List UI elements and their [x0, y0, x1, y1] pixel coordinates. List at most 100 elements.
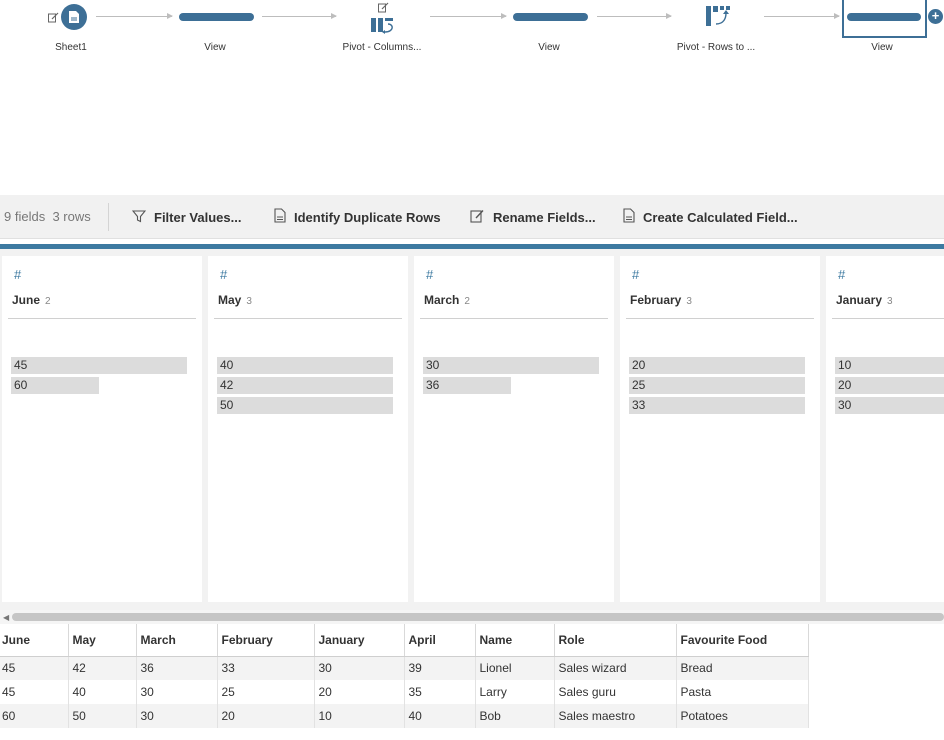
number-type-icon: #: [426, 267, 434, 282]
field-title[interactable]: March 2: [424, 293, 470, 307]
number-type-icon: #: [220, 267, 228, 282]
card-divider: [214, 318, 402, 319]
flow-step-view[interactable]: View: [489, 0, 609, 60]
table-row[interactable]: 60 50 30 20 10 40 Bob Sales maestro Potatoes: [0, 704, 809, 728]
field-title[interactable]: May 3: [218, 293, 252, 307]
table-row[interactable]: 45 42 36 33 30 39 Lionel Sales wizard Bread: [0, 656, 809, 680]
horizontal-scrollbar[interactable]: ◀: [0, 610, 944, 624]
value-bar[interactable]: 30: [423, 357, 599, 374]
grid-body: 45 42 36 33 30 39 Lionel Sales wizard Bread 45 40 3…: [0, 656, 809, 728]
value-bar[interactable]: 33: [629, 397, 805, 414]
value-bar[interactable]: 10: [835, 357, 944, 374]
table-cell[interactable]: Sales guru: [554, 680, 677, 704]
field-card-may[interactable]: # May 3 40 42 50: [208, 256, 408, 602]
table-cell[interactable]: 20: [314, 680, 405, 704]
table-cell[interactable]: Bob: [475, 704, 555, 728]
value-bar[interactable]: 30: [835, 397, 944, 414]
table-cell[interactable]: 50: [68, 704, 137, 728]
column-header[interactable]: February: [217, 624, 315, 657]
table-cell[interactable]: Sales wizard: [554, 656, 677, 680]
flow-step-label: Sheet1: [55, 42, 87, 53]
pivot-rows-icon: [704, 4, 734, 35]
flow-step-pivot-rows[interactable]: Pivot - Rows to ...: [656, 0, 776, 60]
column-header[interactable]: Role: [554, 624, 677, 657]
card-divider: [420, 318, 608, 319]
value-bar[interactable]: 20: [629, 357, 805, 374]
table-cell[interactable]: Sales maestro: [554, 704, 677, 728]
flow-step-label: View: [538, 42, 560, 53]
table-cell[interactable]: 39: [404, 656, 476, 680]
field-card-january[interactable]: # January 3 10 20 30: [826, 256, 944, 602]
table-cell[interactable]: Bread: [676, 656, 809, 680]
field-name: January: [836, 293, 883, 307]
column-header[interactable]: June: [0, 624, 69, 657]
value-bar[interactable]: 60: [11, 377, 99, 394]
value-bar[interactable]: 20: [835, 377, 944, 394]
table-cell[interactable]: 45: [0, 656, 69, 680]
table-row[interactable]: 45 40 30 25 20 35 Larry Sales guru Pasta: [0, 680, 809, 704]
scroll-left-arrow-icon[interactable]: ◀: [3, 613, 10, 622]
column-header[interactable]: March: [136, 624, 218, 657]
table-cell[interactable]: 35: [404, 680, 476, 704]
field-card-february[interactable]: # February 3 20 25 33: [620, 256, 820, 602]
value-bar[interactable]: 50: [217, 397, 393, 414]
table-cell[interactable]: 30: [136, 680, 218, 704]
flow-step-view-selected[interactable]: View: [822, 0, 942, 60]
table-cell[interactable]: Pasta: [676, 680, 809, 704]
add-step-icon[interactable]: +: [928, 9, 943, 24]
field-title[interactable]: February 3: [630, 293, 692, 307]
create-calculated-field-button[interactable]: Create Calculated Field...: [623, 207, 798, 227]
rename-fields-button[interactable]: Rename Fields...: [470, 207, 596, 227]
table-cell[interactable]: Potatoes: [676, 704, 809, 728]
table-cell[interactable]: 40: [404, 704, 476, 728]
value-bar[interactable]: 45: [11, 357, 187, 374]
table-cell[interactable]: 30: [136, 704, 218, 728]
number-type-icon: #: [14, 267, 22, 282]
identify-duplicate-rows-button[interactable]: Identify Duplicate Rows: [274, 207, 441, 227]
column-header[interactable]: Favourite Food: [676, 624, 809, 657]
value-bars: 45 60: [11, 357, 187, 397]
edit-icon: [470, 209, 485, 226]
table-cell[interactable]: 30: [314, 656, 405, 680]
table-cell[interactable]: 20: [217, 704, 315, 728]
profile-accent-bar: [0, 244, 944, 249]
flow-step-pivot-columns[interactable]: Pivot - Columns...: [322, 0, 442, 60]
column-header[interactable]: Name: [475, 624, 555, 657]
profile-toolbar: 9 fields 3 rows Filter Values... Identif…: [0, 195, 944, 239]
column-header[interactable]: January: [314, 624, 405, 657]
table-cell[interactable]: 42: [68, 656, 137, 680]
distinct-count: 2: [464, 296, 470, 307]
number-type-icon: #: [838, 267, 846, 282]
field-title[interactable]: January 3: [836, 293, 893, 307]
card-divider: [626, 318, 814, 319]
filter-values-button[interactable]: Filter Values...: [131, 207, 241, 227]
value-bar[interactable]: 25: [629, 377, 805, 394]
table-cell[interactable]: 45: [0, 680, 69, 704]
flow-step-input[interactable]: Sheet1: [0, 0, 150, 60]
value-bar[interactable]: 42: [217, 377, 393, 394]
field-title[interactable]: June 2: [12, 293, 51, 307]
scrollbar-thumb[interactable]: [12, 613, 944, 621]
value-bar[interactable]: 40: [217, 357, 393, 374]
document-icon: [623, 208, 635, 226]
flow-step-view[interactable]: View: [155, 0, 275, 60]
table-cell[interactable]: Lionel: [475, 656, 555, 680]
toolbar-divider: [108, 203, 109, 231]
column-header[interactable]: April: [404, 624, 476, 657]
table-cell[interactable]: 10: [314, 704, 405, 728]
table-cell[interactable]: Larry: [475, 680, 555, 704]
column-header[interactable]: May: [68, 624, 137, 657]
value-bars: 40 42 50: [217, 357, 393, 417]
value-bar[interactable]: 36: [423, 377, 511, 394]
table-cell[interactable]: 33: [217, 656, 315, 680]
field-name: May: [218, 293, 242, 307]
field-card-march[interactable]: # March 2 30 36: [414, 256, 614, 602]
table-cell[interactable]: 36: [136, 656, 218, 680]
data-grid-pane: June May March February January April Na…: [0, 624, 944, 740]
field-card-june[interactable]: # June 2 45 60: [2, 256, 202, 602]
filter-icon: [131, 209, 147, 226]
table-cell[interactable]: 25: [217, 680, 315, 704]
table-cell[interactable]: 40: [68, 680, 137, 704]
excel-sheet-icon: [61, 4, 87, 30]
table-cell[interactable]: 60: [0, 704, 69, 728]
